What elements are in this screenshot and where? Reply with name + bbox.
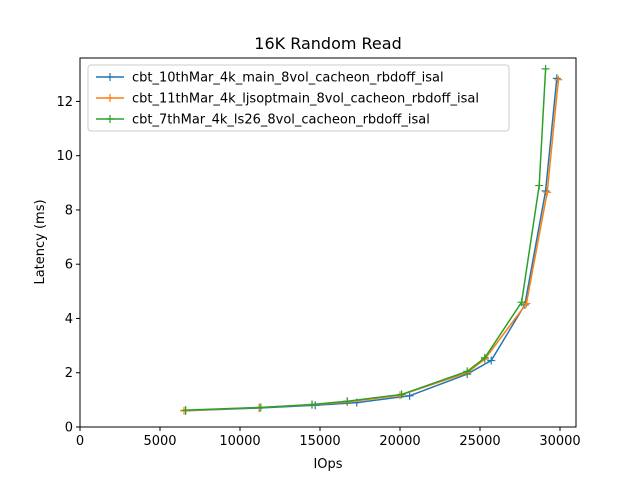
data-point bbox=[517, 298, 526, 307]
x-tick-label: 15000 bbox=[299, 434, 340, 449]
series-3 bbox=[181, 64, 550, 415]
legend-item: cbt_10thMar_4k_main_8vol_cacheon_rbdoff_… bbox=[96, 71, 444, 86]
legend-box bbox=[87, 64, 510, 132]
x-tick-label: 5000 bbox=[143, 434, 176, 449]
x-tick-label: 20000 bbox=[379, 434, 420, 449]
x-tick-label: 30000 bbox=[539, 434, 580, 449]
data-point bbox=[181, 406, 190, 415]
data-point bbox=[554, 75, 563, 84]
plot-area bbox=[79, 57, 577, 428]
data-point bbox=[256, 403, 265, 412]
x-axis-label: IOps bbox=[313, 457, 342, 472]
y-tick-label: 10 bbox=[56, 149, 73, 164]
legend-label: cbt_10thMar_4k_main_8vol_cacheon_rbdoff_… bbox=[132, 71, 444, 86]
y-axis: 0 2 4 6 8 10 12 bbox=[56, 95, 80, 436]
data-point bbox=[541, 186, 550, 195]
legend: cbt_10thMar_4k_main_8vol_cacheon_rbdoff_… bbox=[87, 64, 510, 132]
plot-frame bbox=[79, 57, 577, 428]
y-tick-label: 2 bbox=[65, 366, 73, 381]
data-point bbox=[552, 74, 561, 83]
data-point bbox=[463, 367, 472, 376]
y-axis-label: Latency (ms) bbox=[33, 199, 48, 284]
legend-item: cbt_11thMar_4k_ljsoptmain_8vol_cacheon_r… bbox=[96, 92, 479, 107]
y-tick-label: 4 bbox=[65, 312, 73, 327]
y-tick-label: 12 bbox=[56, 95, 73, 110]
data-point bbox=[397, 390, 406, 399]
y-tick-label: 6 bbox=[65, 258, 73, 273]
data-point bbox=[308, 400, 316, 409]
x-tick-label: 0 bbox=[76, 434, 84, 449]
data-point bbox=[343, 397, 352, 406]
data-point bbox=[487, 356, 496, 365]
x-tick-label: 25000 bbox=[459, 434, 500, 449]
series-layer bbox=[180, 64, 563, 415]
data-point bbox=[522, 299, 531, 308]
legend-item: cbt_7thMar_4k_ls26_8vol_cacheon_rbdoff_i… bbox=[96, 113, 430, 128]
data-point bbox=[535, 181, 544, 190]
data-point bbox=[541, 64, 550, 73]
data-point bbox=[543, 188, 552, 197]
legend-label: cbt_11thMar_4k_ljsoptmain_8vol_cacheon_r… bbox=[132, 92, 479, 107]
series-line bbox=[185, 68, 547, 411]
y-tick-label: 0 bbox=[65, 421, 73, 436]
data-point bbox=[405, 391, 414, 400]
x-tick-label: 10000 bbox=[219, 434, 260, 449]
x-axis: 0 5000 10000 15000 20000 25000 30000 bbox=[76, 427, 581, 449]
chart-title: 16K Random Read bbox=[254, 34, 401, 53]
y-tick-label: 8 bbox=[65, 203, 73, 218]
data-point bbox=[480, 353, 489, 362]
legend-label: cbt_7thMar_4k_ls26_8vol_cacheon_rbdoff_i… bbox=[132, 113, 430, 128]
